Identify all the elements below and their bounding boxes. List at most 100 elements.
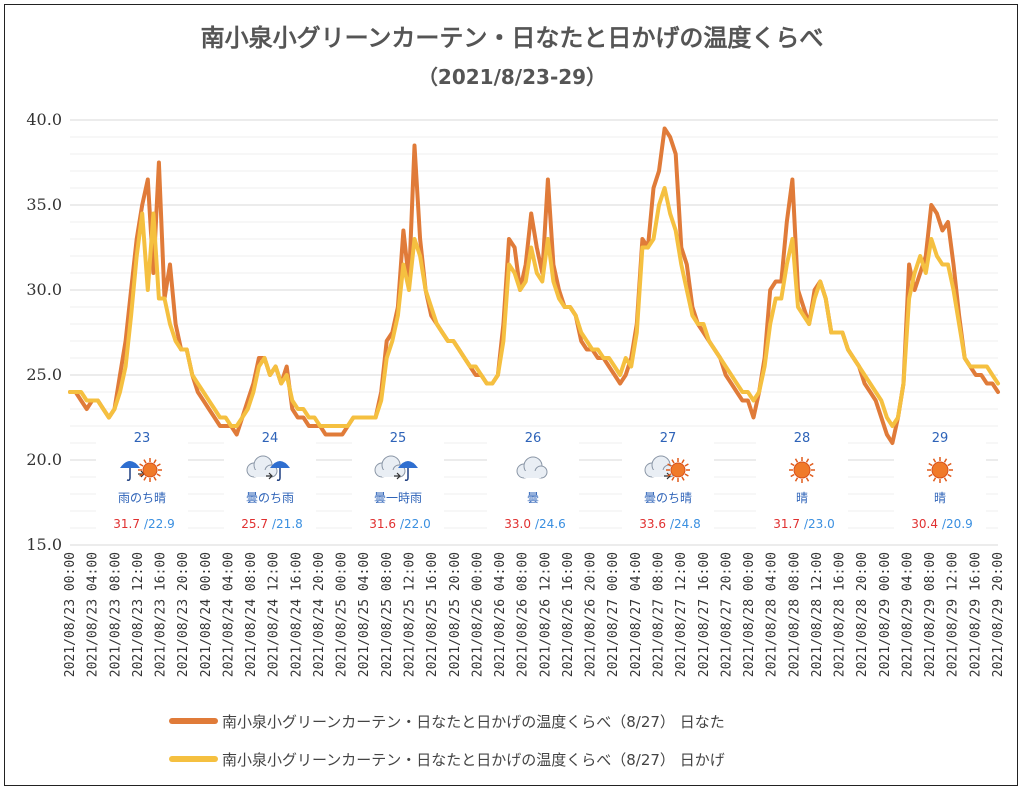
- x-tick-label: 2021/08/27 00:00: [606, 552, 621, 677]
- x-tick-label: 2021/08/23 16:00: [154, 552, 169, 677]
- x-tick-label: 2021/08/25 04:00: [357, 552, 372, 677]
- sun-ray: [947, 462, 952, 467]
- x-tick-label: 2021/08/29 16:00: [968, 552, 983, 677]
- x-tick-label: 2021/08/24 00:00: [199, 552, 214, 677]
- weather-card: [487, 428, 579, 540]
- weather-day-label: 25: [390, 431, 407, 446]
- temp-min: /20.9: [942, 517, 973, 531]
- weather-day-label: 23: [134, 431, 151, 446]
- weather-day-label: 24: [262, 431, 279, 446]
- cloud-sun-icon: [644, 455, 690, 482]
- arrow: [394, 472, 401, 480]
- weather-label: 晴: [796, 491, 808, 505]
- weather-day: 23 雨のち晴 31.7/22.9: [96, 428, 188, 540]
- legend: 南小泉小グリーンカーテン・日なたと日かげの温度くらべ（8/27） 日なた南小泉小…: [169, 713, 725, 769]
- x-tick-label: 2021/08/29 12:00: [946, 552, 961, 677]
- temp-max: 33.0: [504, 517, 531, 531]
- sun-ray: [684, 463, 689, 467]
- x-tick-label: 2021/08/26 04:00: [493, 552, 508, 677]
- temp-min: /21.8: [272, 517, 303, 531]
- weather-card: [96, 428, 188, 540]
- sun-ray: [143, 459, 147, 464]
- x-tick-label: 2021/08/27 12:00: [674, 552, 689, 677]
- cloud-umbrella-icon: [246, 455, 290, 481]
- cloud-base: [382, 470, 399, 477]
- y-tick-label: 25.0: [26, 365, 62, 384]
- temp-min: /23.0: [804, 517, 835, 531]
- sun-ray: [790, 462, 795, 467]
- sun-disc: [931, 461, 949, 479]
- sun-icon: [927, 457, 953, 483]
- y-tick-label: 15.0: [26, 535, 62, 554]
- cloud-base: [524, 471, 541, 478]
- y-tick-label: 35.0: [26, 195, 62, 214]
- umbrella-canopy: [120, 461, 140, 468]
- weather-label: 曇: [527, 491, 539, 505]
- temp-min: /22.9: [144, 517, 175, 531]
- x-tick-label: 2021/08/27 16:00: [697, 552, 712, 677]
- sun-ray: [681, 459, 685, 464]
- cloud-base: [652, 470, 669, 477]
- weather-day: 27 曇のち晴 33.6/24.8: [622, 428, 714, 540]
- sun-ray: [932, 477, 937, 482]
- weather-day: 26 曇 33.0/24.6: [487, 428, 579, 540]
- x-tick-label: 2021/08/25 16:00: [425, 552, 440, 677]
- temp-min: /24.6: [535, 517, 566, 531]
- x-tick-label: 2021/08/28 20:00: [855, 552, 870, 677]
- weather-card: [352, 428, 444, 540]
- sun-ray: [153, 476, 157, 481]
- series-line-shade: [68, 186, 1000, 428]
- x-tick-label: 2021/08/28 00:00: [742, 552, 757, 677]
- weather-card: [894, 428, 986, 540]
- x-tick-label: 2021/08/26 20:00: [584, 552, 599, 677]
- weather-label: 晴: [934, 491, 946, 505]
- sun-ray: [156, 463, 161, 467]
- x-tick-label: 2021/08/24 20:00: [312, 552, 327, 677]
- x-tick-label: 2021/08/25 20:00: [448, 552, 463, 677]
- x-tick-label: 2021/08/23 12:00: [131, 552, 146, 677]
- weather-label: 曇のち雨: [246, 491, 294, 505]
- sun-ray: [667, 473, 672, 477]
- sun-ray: [794, 477, 799, 482]
- x-tick-label: 2021/08/24 04:00: [221, 552, 236, 677]
- sun-ray: [143, 476, 147, 481]
- umbrella-handle: [404, 468, 409, 481]
- x-tick-label: 2021/08/27 20:00: [719, 552, 734, 677]
- weather-label: 曇のち晴: [644, 491, 692, 505]
- weather-day: 28 晴 31.7/23.0: [756, 428, 848, 540]
- x-tick-label: 2021/08/29 08:00: [923, 552, 938, 677]
- x-tick-label: 2021/08/28 04:00: [765, 552, 780, 677]
- x-tick-label: 2021/08/24 12:00: [267, 552, 282, 677]
- weather-card: [622, 428, 714, 540]
- cloud-base: [254, 470, 271, 477]
- sun-ray: [153, 459, 157, 464]
- sun-disc: [142, 462, 158, 478]
- temp-min: /24.8: [670, 517, 701, 531]
- umbrella-handle: [126, 468, 131, 481]
- weather-card: [756, 428, 848, 540]
- y-tick-label: 40.0: [26, 110, 62, 129]
- x-tick-label: 2021/08/23 08:00: [108, 552, 123, 677]
- legend-label: 南小泉小グリーンカーテン・日なたと日かげの温度くらべ（8/27） 日なた: [222, 713, 725, 731]
- sun-ray: [684, 473, 689, 477]
- sun-ray: [794, 458, 799, 463]
- cloud-umbrella-icon: [374, 455, 418, 481]
- x-tick-label: 2021/08/26 00:00: [470, 552, 485, 677]
- temp-max: 31.6: [369, 517, 396, 531]
- sun-disc: [670, 462, 686, 478]
- arrow: [266, 472, 273, 480]
- legend-label: 南小泉小グリーンカーテン・日なたと日かげの温度くらべ（8/27） 日かげ: [222, 751, 725, 769]
- temp-max: 33.6: [639, 517, 666, 531]
- x-tick-label: 2021/08/27 04:00: [629, 552, 644, 677]
- x-tick-label: 2021/08/25 12:00: [403, 552, 418, 677]
- y-tick-label: 30.0: [26, 280, 62, 299]
- chart-title: 南小泉小グリーンカーテン・日なたと日かげの温度くらべ: [201, 24, 824, 52]
- sun-ray: [156, 473, 161, 477]
- sun-ray: [805, 477, 810, 482]
- x-tick-label: 2021/08/25 00:00: [335, 552, 350, 677]
- y-tick-label: 20.0: [26, 450, 62, 469]
- umbrella-handle: [276, 468, 281, 481]
- x-tick-label: 2021/08/23 20:00: [176, 552, 191, 677]
- x-tick-label: 2021/08/23 00:00: [63, 552, 78, 677]
